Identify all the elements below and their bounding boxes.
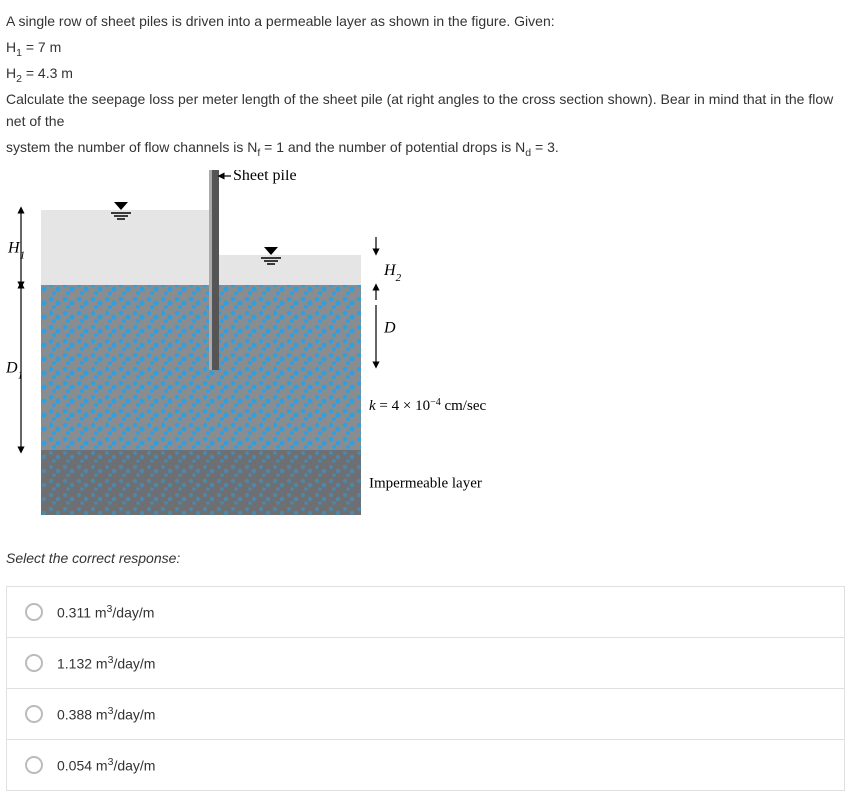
option-label: 0.388 m3/day/m xyxy=(57,705,155,723)
svg-text:H1: H1 xyxy=(7,239,25,261)
problem-calc-a: Calculate the seepage loss per meter len… xyxy=(6,88,845,133)
seepage-diagram: Sheet pileH1D1H2Dk = 4 × 10−4 cm/secImpe… xyxy=(6,170,506,530)
option-3[interactable]: 0.388 m3/day/m xyxy=(6,689,845,740)
svg-text:D: D xyxy=(383,319,396,336)
option-label: 1.132 m3/day/m xyxy=(57,654,155,672)
radio-icon xyxy=(25,654,43,672)
problem-calc-b: system the number of flow channels is Nf… xyxy=(6,136,845,162)
option-1[interactable]: 0.311 m3/day/m xyxy=(6,586,845,638)
option-2[interactable]: 1.132 m3/day/m xyxy=(6,638,845,689)
svg-text:Impermeable layer: Impermeable layer xyxy=(369,475,482,491)
given-h2: H2 = 4.3 m xyxy=(6,62,845,88)
figure: Sheet pileH1D1H2Dk = 4 × 10−4 cm/secImpe… xyxy=(6,170,845,530)
svg-text:H2: H2 xyxy=(383,262,402,284)
given-h1: H1 = 7 m xyxy=(6,36,845,62)
option-label: 0.054 m3/day/m xyxy=(57,756,155,774)
radio-icon xyxy=(25,603,43,621)
radio-icon xyxy=(25,756,43,774)
svg-text:Sheet pile: Sheet pile xyxy=(233,170,297,184)
option-4[interactable]: 0.054 m3/day/m xyxy=(6,740,845,791)
select-prompt: Select the correct response: xyxy=(6,550,845,566)
options-list: 0.311 m3/day/m 1.132 m3/day/m 0.388 m3/d… xyxy=(6,586,845,791)
option-label: 0.311 m3/day/m xyxy=(57,603,154,621)
svg-text:k = 4 × 10−4 cm/sec: k = 4 × 10−4 cm/sec xyxy=(369,396,486,414)
radio-icon xyxy=(25,705,43,723)
problem-intro: A single row of sheet piles is driven in… xyxy=(6,10,845,32)
